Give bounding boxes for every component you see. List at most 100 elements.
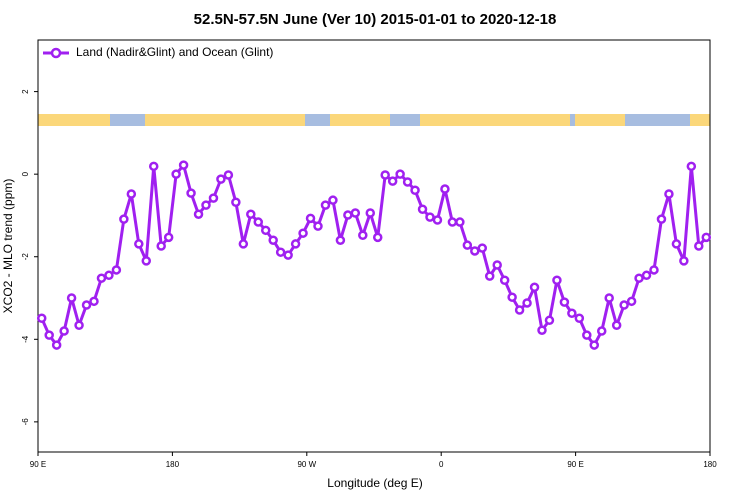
data-point <box>529 282 540 293</box>
data-point <box>537 325 547 335</box>
data-point <box>470 246 480 256</box>
data-point <box>552 275 562 286</box>
data-point <box>611 320 622 331</box>
x-tick-label: 0 <box>439 460 444 469</box>
data-point <box>171 169 181 179</box>
data-point <box>126 189 137 199</box>
data-point <box>514 305 525 315</box>
land-strip <box>420 114 570 126</box>
data-point <box>499 275 510 286</box>
data-point <box>208 193 219 203</box>
data-point <box>387 176 398 186</box>
data-point <box>455 217 465 227</box>
data-point <box>193 209 204 219</box>
x-tick-label: 180 <box>703 460 717 469</box>
data-point <box>253 217 264 227</box>
data-point <box>372 232 383 243</box>
x-tick-label: 90 E <box>30 460 46 469</box>
data-point <box>96 273 107 283</box>
data-point <box>275 247 286 257</box>
x-tick-label: 90 W <box>297 460 316 469</box>
legend-label: Land (Nadir&Glint) and Ocean (Glint) <box>76 45 273 59</box>
map-strip <box>38 114 710 126</box>
data-point <box>641 270 652 281</box>
data-point <box>701 232 712 243</box>
x-tick-label: 90 E <box>567 460 583 469</box>
data-point <box>671 239 682 249</box>
data-point <box>574 313 585 323</box>
data-point <box>634 273 644 283</box>
data-point <box>656 214 667 224</box>
data-point <box>246 209 256 219</box>
y-tick-label: 0 <box>21 171 30 176</box>
data-point <box>320 200 331 210</box>
data-point <box>596 326 607 336</box>
data-point <box>74 320 84 331</box>
data-point <box>484 271 495 281</box>
data-point <box>604 293 614 303</box>
data-point <box>402 177 413 187</box>
y-tick-label: 2 <box>21 89 30 94</box>
data-point <box>328 195 338 205</box>
data-point <box>626 296 637 307</box>
data-point <box>619 300 629 310</box>
data-point <box>649 265 659 275</box>
data-point <box>268 235 278 245</box>
data-point <box>178 160 189 170</box>
land-strip <box>38 114 110 126</box>
data-point <box>582 330 592 340</box>
data-point <box>231 197 241 207</box>
data-point <box>522 298 532 308</box>
series-line <box>40 163 708 347</box>
data-point <box>156 241 166 251</box>
data-point <box>111 265 122 275</box>
data-point <box>290 239 301 249</box>
legend-marker <box>50 47 62 59</box>
data-point <box>81 300 92 310</box>
data-point <box>679 256 689 266</box>
data-point <box>544 315 555 326</box>
data-point <box>134 239 144 249</box>
data-point <box>462 240 473 250</box>
data-point <box>163 232 174 243</box>
data-point <box>358 230 368 241</box>
data-point <box>380 170 390 180</box>
data-point <box>260 225 271 236</box>
land-strip <box>330 114 390 126</box>
land-strip <box>575 114 625 126</box>
data-point <box>89 296 99 307</box>
data-point <box>425 212 435 222</box>
data-point <box>559 297 570 307</box>
data-point <box>51 340 62 350</box>
data-point <box>216 174 226 184</box>
data-point <box>477 243 488 253</box>
data-point <box>238 239 249 249</box>
data-point <box>119 214 129 224</box>
data-point <box>589 340 600 350</box>
data-point <box>350 208 361 218</box>
data-point <box>313 221 323 231</box>
data-point <box>410 185 420 196</box>
x-tick-label: 180 <box>166 460 180 469</box>
data-point <box>148 161 159 172</box>
data-point <box>365 208 376 218</box>
data-point <box>223 170 234 180</box>
data-point <box>507 292 517 302</box>
x-axis-label: Longitude (deg E) <box>327 476 422 490</box>
data-point <box>36 313 47 323</box>
data-point <box>492 260 502 270</box>
data-point <box>417 204 428 215</box>
data-point <box>44 330 54 340</box>
plot-frame <box>37 39 711 453</box>
data-point <box>283 250 293 260</box>
y-axis-label: XCO2 - MLO trend (ppm) <box>1 179 15 314</box>
data-point <box>141 256 152 266</box>
y-tick-label: -4 <box>21 335 30 343</box>
data-point <box>395 169 405 179</box>
data-point <box>343 210 353 220</box>
data-point <box>59 326 69 336</box>
chart-title: 52.5N-57.5N June (Ver 10) 2015-01-01 to … <box>194 11 557 28</box>
data-point <box>447 217 458 227</box>
